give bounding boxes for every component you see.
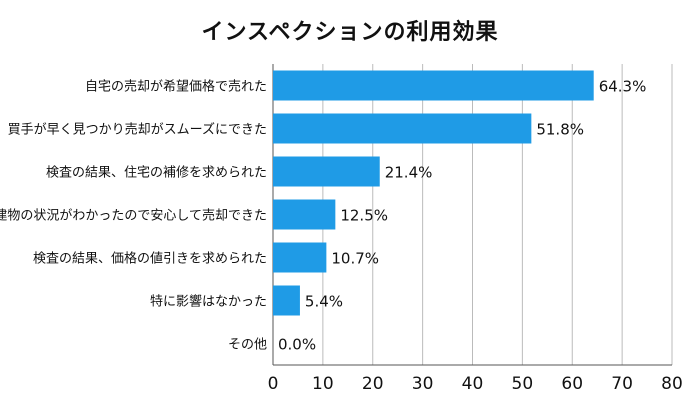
bar <box>273 70 594 101</box>
category-label: 買手が早く見つかり売却がスムーズにできた <box>8 122 267 138</box>
chart-title: インスペクションの利用効果 <box>201 20 499 45</box>
x-tick-label: 50 <box>512 374 534 394</box>
x-tick-label: 70 <box>611 374 633 394</box>
data-label: 10.7% <box>331 250 379 268</box>
x-tick-label: 80 <box>661 374 683 394</box>
category-label: 検査の結果、価格の値引きを求められた <box>33 251 267 267</box>
category-label: 検査の結果、住宅の補修を求められた <box>46 166 267 181</box>
category-label: その他 <box>228 338 267 353</box>
data-label: 0.0% <box>278 336 316 354</box>
x-tick-label: 10 <box>312 374 334 394</box>
x-tick-label: 30 <box>412 374 434 394</box>
data-label: 21.4% <box>385 164 433 182</box>
bar <box>273 285 300 316</box>
x-tick-label: 20 <box>362 374 384 394</box>
x-tick-label: 40 <box>462 374 484 394</box>
category-label: 特に影響はなかった <box>150 294 267 310</box>
category-label: 建物の状況がわかったので安心して売却できた <box>0 208 267 224</box>
data-label: 12.5% <box>340 207 388 225</box>
bar <box>273 242 327 273</box>
bar <box>273 199 336 230</box>
data-label: 64.3% <box>599 78 647 96</box>
data-label: 51.8% <box>536 121 584 139</box>
bar <box>273 113 532 144</box>
x-tick-label: 60 <box>561 374 583 394</box>
category-label: 自宅の売却が希望価格で売れた <box>85 79 267 95</box>
bar <box>273 156 380 187</box>
x-tick-label: 0 <box>268 374 279 394</box>
data-label: 5.4% <box>305 293 343 311</box>
